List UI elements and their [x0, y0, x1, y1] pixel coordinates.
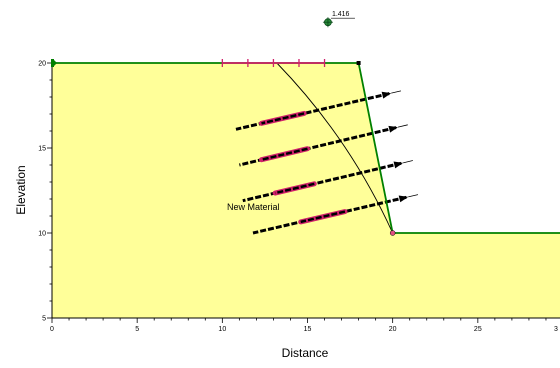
- y-tick-label: 20: [38, 61, 46, 68]
- material-label: New Material: [227, 202, 280, 212]
- anchor-load-line: [397, 124, 408, 128]
- slip-exit-point: [389, 230, 396, 236]
- x-tick-label: 10: [218, 326, 226, 333]
- anchor-1: [235, 90, 402, 131]
- left-boundary-marker: [51, 59, 54, 67]
- anchor-arrow-icon: [388, 125, 399, 133]
- anchor-arrow-icon: [398, 195, 409, 203]
- anchor-tendon: [242, 161, 402, 203]
- anchor-tendon: [252, 195, 407, 235]
- anchor-load-line: [391, 90, 402, 94]
- anchor-bond-core: [274, 182, 315, 195]
- slip-surface: [276, 62, 394, 234]
- anchor-arrow-icon: [381, 91, 392, 99]
- anchor-2: [239, 124, 408, 167]
- material-region: [52, 63, 560, 318]
- y-axis-title: Elevation: [14, 165, 28, 214]
- anchor-4: [252, 194, 419, 235]
- x-tick-label: 5: [135, 326, 139, 333]
- factor-of-safety-label: 1.416: [332, 11, 350, 18]
- y-tick-label: 15: [38, 146, 46, 153]
- ground-surface: [52, 62, 560, 234]
- x-tick-label: 20: [389, 326, 397, 333]
- x-tick-label: 15: [304, 326, 312, 333]
- anchor-tendon: [239, 126, 397, 167]
- anchor-bond-core: [300, 210, 346, 224]
- crest-vertex: [356, 61, 361, 65]
- anchor-bond-zone: [259, 146, 310, 163]
- x-tick-label: 25: [474, 326, 482, 333]
- y-tick-label: 10: [38, 231, 46, 238]
- anchor-load-line: [408, 194, 419, 198]
- x-axis-title: Distance: [282, 346, 329, 360]
- anchor-load-line: [403, 160, 413, 164]
- anchor-bond-core: [261, 112, 305, 125]
- y-tick-label: 5: [42, 316, 46, 323]
- anchor-arrow-icon: [393, 161, 404, 169]
- x-tick-label: 3: [554, 326, 558, 333]
- x-tick-label: 0: [50, 326, 54, 333]
- anchor-3: [242, 160, 413, 203]
- left-boundary-arrow-icon: [53, 59, 57, 67]
